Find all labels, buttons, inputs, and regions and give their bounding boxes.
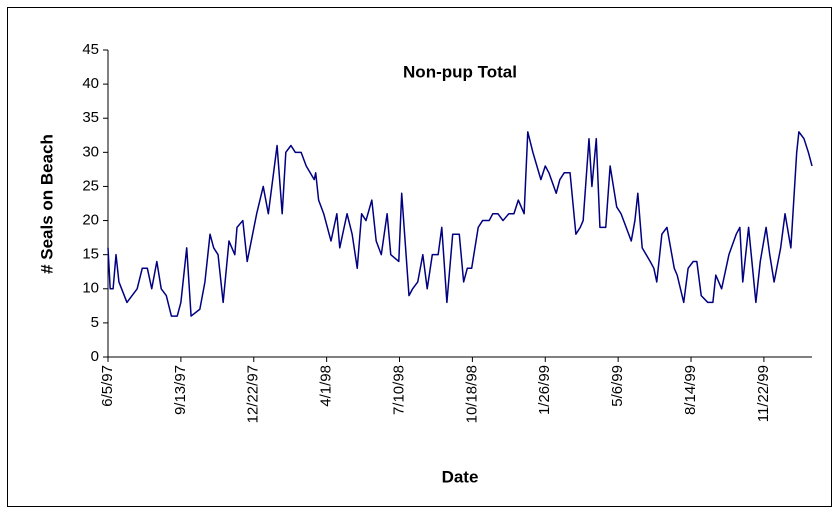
x-tick-label: 1/26/99	[536, 365, 553, 415]
y-tick-label: 25	[82, 177, 99, 194]
y-axis-label: # Seals on Beach	[37, 134, 56, 274]
x-axis-label: Date	[442, 467, 479, 486]
y-tick-label: 45	[82, 41, 99, 58]
y-tick-label: 30	[82, 143, 99, 160]
x-tick-label: 11/22/99	[755, 365, 772, 422]
y-tick-label: 5	[91, 314, 99, 331]
y-tick-label: 35	[82, 109, 99, 126]
x-tick-label: 6/5/97	[99, 365, 116, 407]
y-tick-label: 0	[91, 348, 99, 365]
chart-title: Non-pup Total	[403, 62, 517, 81]
x-tick-label: 7/10/98	[390, 365, 407, 415]
x-tick-label: 9/13/97	[172, 365, 189, 415]
chart-frame	[7, 7, 832, 507]
data-line	[107, 131, 813, 317]
x-tick-label: 12/22/97	[245, 365, 262, 423]
y-tick-label: 20	[82, 212, 99, 229]
x-tick-label: 5/6/99	[609, 365, 626, 407]
y-tick-label: 15	[82, 246, 99, 263]
x-tick-label: 10/18/98	[463, 365, 480, 423]
y-tick-label: 10	[82, 280, 99, 297]
x-tick-label: 4/1/98	[318, 365, 335, 407]
y-tick-label: 40	[82, 75, 99, 92]
x-tick-label: 8/14/99	[682, 365, 699, 415]
